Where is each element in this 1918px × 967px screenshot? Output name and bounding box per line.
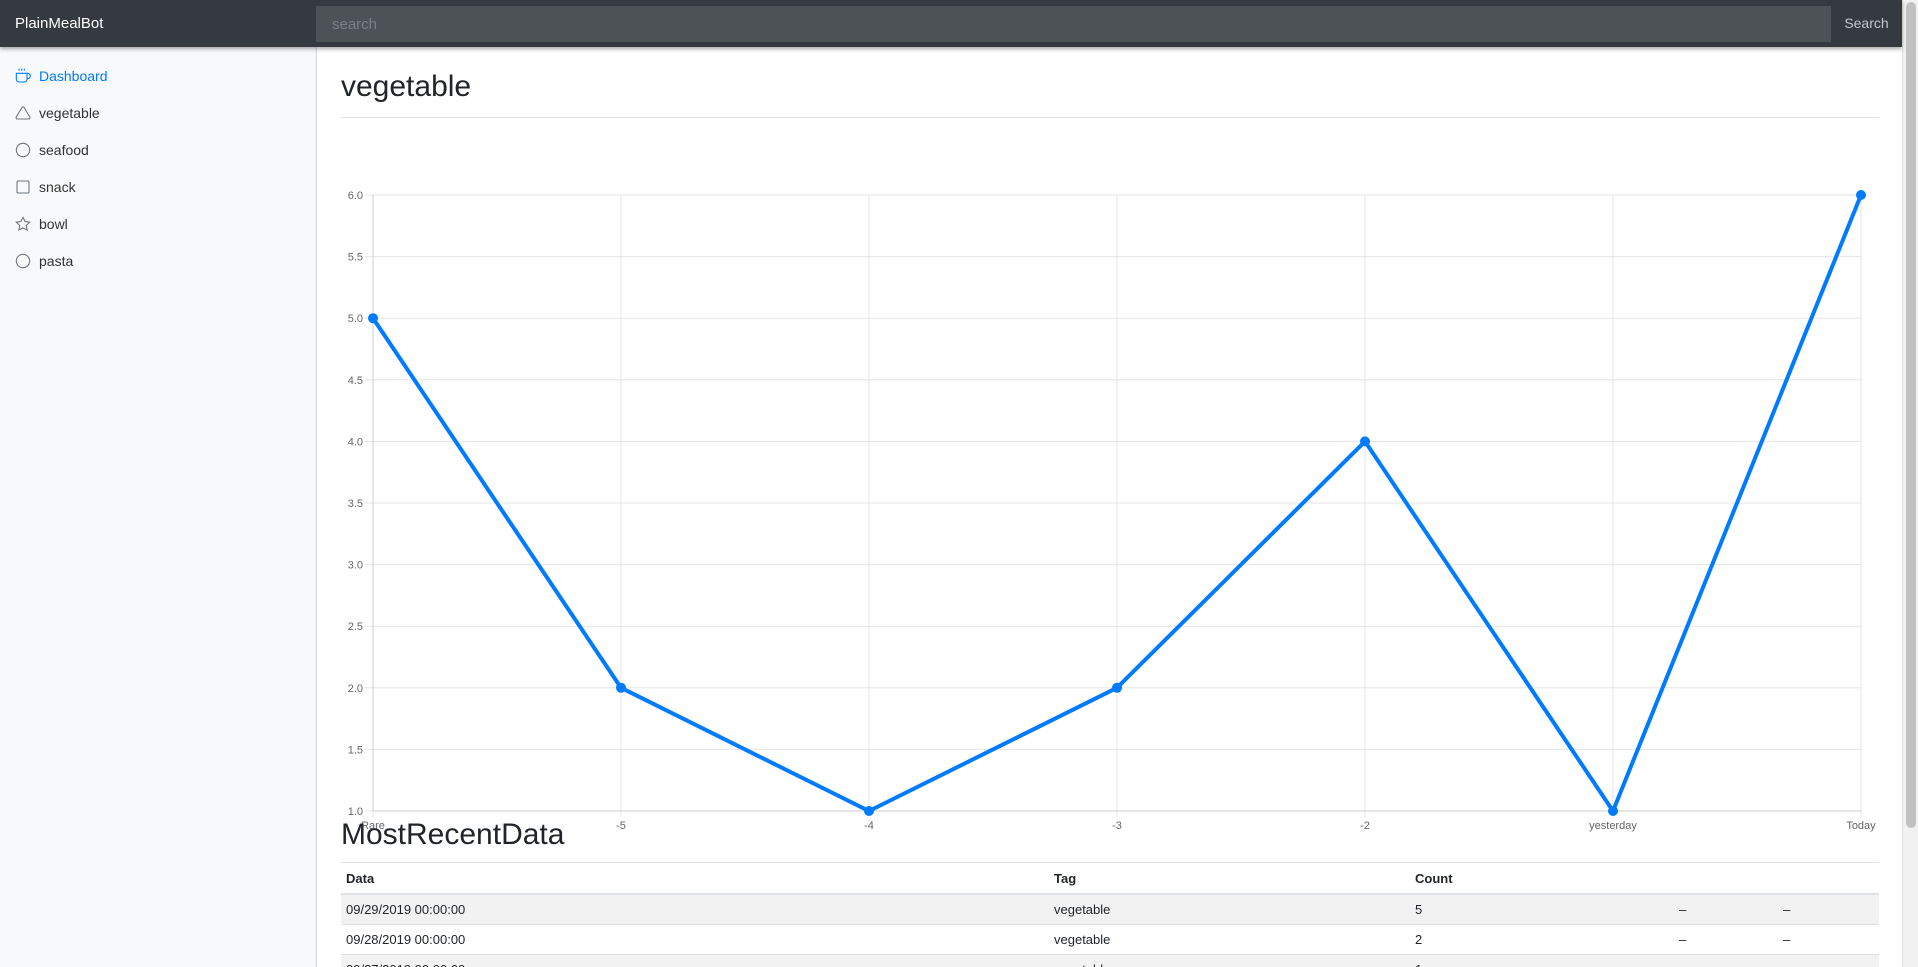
cell-extra-2: – (1778, 955, 1790, 967)
y-tick-label: 3.0 (348, 560, 363, 572)
sidebar-item-seafood[interactable]: seafood (0, 131, 316, 168)
page-scrollbar[interactable] (1902, 0, 1918, 967)
y-tick-label: 5.5 (348, 252, 363, 264)
data-point (864, 806, 874, 816)
x-tick-label: -3 (1112, 820, 1122, 832)
sidebar-item-label: seafood (39, 141, 89, 158)
column-header-extra-2 (1778, 863, 1783, 893)
sidebar-item-vegetable[interactable]: vegetable (0, 94, 316, 131)
data-point (1112, 682, 1122, 693)
cell-tag: vegetable (1054, 902, 1111, 917)
x-tick-label: -4 (864, 820, 874, 832)
x-tick-label: -2 (1360, 820, 1370, 832)
column-header-data: Data (346, 870, 375, 886)
sidebar-item-snack[interactable]: snack (0, 168, 316, 205)
cell-tag: vegetable (1054, 932, 1111, 947)
x-tick-label: -5 (616, 820, 626, 832)
sidebar: Dashboard vegetable seafood snack bowl p… (0, 47, 317, 967)
sidebar-item-label: bowl (39, 215, 68, 232)
cell-extra-2: – (1783, 902, 1791, 917)
section-title: MostRecentData (341, 818, 565, 851)
cell-data: 09/27/2019 00:00:00 (341, 955, 465, 967)
page-title: vegetable (341, 70, 472, 103)
data-point (1360, 436, 1370, 447)
y-tick-label: 2.5 (348, 621, 363, 633)
y-tick-label: 1.0 (348, 806, 363, 818)
table-header-row: Data Tag Count (341, 863, 1879, 895)
line-chart: 1.0 1.5 2.0 2.5 3.0 3.5 4.0 4.5 5.0 5.5 6.0 Rare -5 -… (341, 135, 1879, 835)
y-tick-label: 3.5 (348, 498, 363, 510)
data-point (1856, 190, 1866, 200)
sidebar-item-pasta[interactable]: pasta (0, 242, 316, 279)
table-row: 09/29/2019 00:00:00 vegetable 5 – – (341, 895, 1879, 925)
y-tick-label: 1.5 (348, 744, 363, 756)
cell-extra-1: – (1674, 955, 1686, 967)
cell-extra-1: – (1679, 902, 1687, 917)
recent-data-table: Data Tag Count 09/29/2019 00:00:00 veget… (341, 862, 1879, 967)
search-button[interactable]: Search (1844, 15, 1889, 31)
sidebar-item-label: snack (39, 178, 76, 195)
scrollbar-thumb[interactable] (1906, 2, 1916, 828)
table-row: 09/28/2019 00:00:00 vegetable 2 – – (341, 925, 1879, 955)
brand-logo[interactable]: PlainMealBot (15, 15, 104, 32)
table-row: 09/27/2019 00:00:00 vegetable 1 – – (341, 955, 1879, 967)
top-navbar: PlainMealBot Search (0, 0, 1902, 47)
cell-count: 2 (1415, 932, 1423, 947)
x-tick-label: Rare (361, 820, 385, 832)
column-header-tag: Tag (1054, 870, 1077, 886)
star-icon (15, 215, 31, 232)
circle-icon (15, 142, 31, 158)
sidebar-item-label: Dashboard (39, 67, 108, 84)
y-tick-label: 5.0 (348, 313, 363, 325)
line-chart-canvas: 1.0 1.5 2.0 2.5 3.0 3.5 4.0 4.5 5.0 5.5 6.0 Rare -5 -… (348, 190, 1876, 832)
data-point (368, 313, 378, 324)
y-tick-label: 2.0 (348, 683, 363, 695)
column-header-extra-1 (1674, 863, 1679, 893)
sidebar-item-bowl[interactable]: bowl (0, 205, 316, 242)
search-input[interactable] (316, 6, 1831, 42)
y-tick-label: 4.0 (348, 436, 363, 448)
sidebar-item-dashboard[interactable]: Dashboard (0, 57, 316, 94)
x-tick-label: yesterday (1589, 820, 1637, 832)
title-divider (341, 117, 1879, 118)
sidebar-item-label: pasta (39, 252, 74, 269)
y-tick-label: 6.0 (348, 190, 363, 202)
coffee-icon (15, 68, 31, 84)
cell-data: 09/29/2019 00:00:00 (346, 902, 466, 917)
x-tick-label: Today (1846, 820, 1876, 832)
cell-count: 5 (1415, 902, 1423, 917)
square-icon (15, 179, 31, 195)
cell-data: 09/28/2019 00:00:00 (346, 932, 466, 947)
circle-icon (15, 253, 31, 269)
data-point (616, 682, 626, 693)
column-header-count: Count (1415, 870, 1453, 886)
cell-extra-2: – (1783, 932, 1791, 947)
data-point (1608, 806, 1618, 816)
cell-tag: vegetable (1049, 955, 1110, 967)
sidebar-item-label: vegetable (39, 104, 100, 121)
triangle-icon (15, 105, 31, 121)
cell-count: 1 (1410, 955, 1422, 967)
cell-extra-1: – (1679, 932, 1687, 947)
y-tick-label: 4.5 (348, 375, 363, 387)
